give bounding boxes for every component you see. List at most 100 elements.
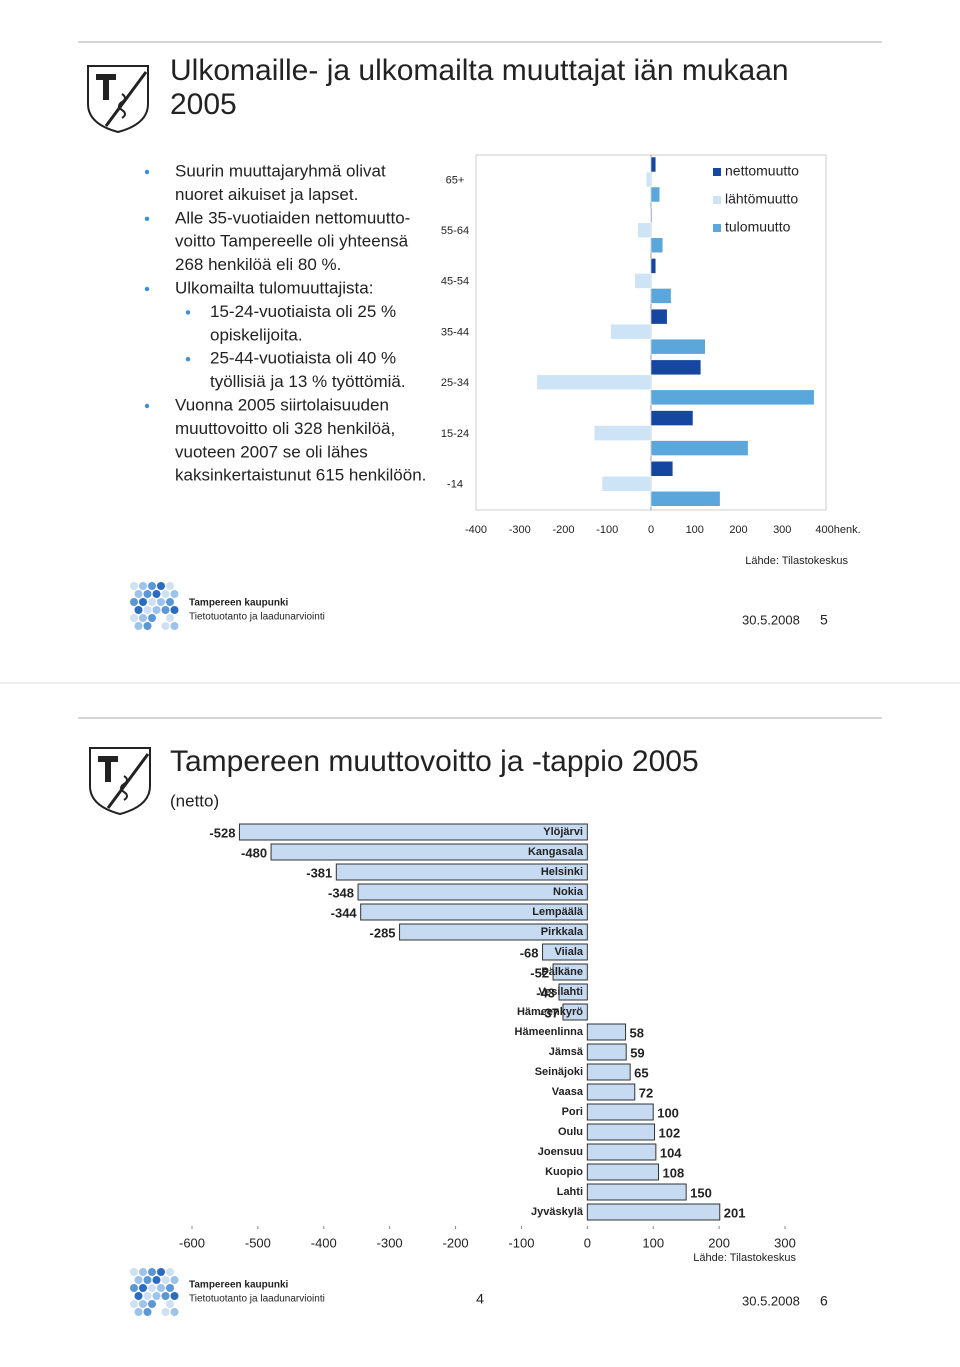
x-tick-label: 200 [729, 524, 747, 536]
bar [586, 1143, 657, 1161]
logo-dot [139, 598, 147, 606]
bullet-text: opiskelijoita. [210, 325, 303, 344]
value-label: 201 [724, 1205, 746, 1220]
bullet-dot [144, 169, 150, 175]
logo-dot [152, 1292, 161, 1300]
source-note: Lähde: Tilastokeskus [745, 555, 848, 567]
logo-dot [134, 606, 143, 614]
category-label: Oulu [558, 1126, 583, 1138]
x-tick-label: 100 [642, 1235, 664, 1250]
category-label: Hämeenlinna [515, 1026, 584, 1038]
bar [586, 1163, 659, 1181]
logo-dot [134, 1308, 143, 1316]
logo-dot [161, 1292, 170, 1300]
bar [650, 338, 706, 355]
bar [593, 425, 652, 441]
bullet-text: kaksinkertaistunut 615 henkilöön. [175, 466, 426, 485]
logo-dot [166, 598, 174, 606]
bullet-text: muuttovoitto oli 328 henkilöä, [175, 419, 395, 438]
logo-dot [143, 1292, 152, 1300]
category-label: Kuopio [545, 1166, 583, 1178]
logo-dot [170, 1276, 179, 1284]
logo-dot [148, 598, 156, 606]
x-tick-label: 0 [584, 1235, 591, 1250]
bullet-text: Vuonna 2005 siirtolaisuuden [175, 395, 389, 414]
logo-dot [166, 614, 174, 622]
logo-dot [157, 582, 165, 590]
bar [634, 273, 652, 289]
x-tick-label: 400henk. [815, 524, 860, 536]
x-tick-label: 0 [648, 524, 654, 536]
logo-dot [143, 1276, 152, 1284]
bar [558, 983, 588, 1001]
value-label: 59 [630, 1045, 644, 1060]
slide-title: Tampereen muuttovoitto ja -tappio 2005 [170, 745, 699, 778]
bar [650, 258, 657, 274]
value-label: -381 [306, 865, 332, 880]
x-tick-label: -300 [509, 524, 531, 536]
value-label: 72 [639, 1085, 653, 1100]
value-label: -68 [520, 945, 539, 960]
value-label: 100 [657, 1105, 679, 1120]
bar [650, 186, 660, 203]
logo-dot [148, 1268, 156, 1276]
category-label: Nokia [553, 886, 584, 898]
x-tick-label: -100 [596, 524, 618, 536]
value-label: -480 [241, 845, 267, 860]
value-label: -285 [370, 925, 396, 940]
logo-dot [130, 598, 138, 606]
legend-swatch [713, 168, 721, 176]
logo-dot [130, 1268, 138, 1276]
logo-dot [152, 590, 161, 598]
logo-dot [130, 614, 138, 622]
bar [650, 410, 694, 426]
bar [650, 156, 657, 173]
logo-dot [161, 590, 170, 598]
y-tick-label: 15-24 [441, 428, 469, 440]
logo-dot [139, 614, 147, 622]
bullet-text: 15-24-vuotiaista oli 25 % [210, 302, 396, 321]
logo-dot [157, 1284, 165, 1292]
bar [552, 963, 588, 981]
bar [650, 359, 702, 376]
footer-org: Tampereen kaupunki [189, 1280, 289, 1291]
city-logo [130, 1268, 179, 1316]
x-tick-label: -400 [311, 1235, 337, 1250]
bar [335, 863, 588, 881]
bullet-text: nuoret aikuiset ja lapset. [175, 185, 358, 204]
logo-dot [161, 1308, 170, 1316]
bullet-dot [144, 403, 150, 409]
category-label: Viiala [554, 946, 583, 958]
logo-dot [139, 1268, 147, 1276]
category-label: Vesilahti [538, 986, 583, 998]
footer-date: 30.5.2008 [742, 612, 800, 627]
footer-date: 30.5.2008 [742, 1293, 800, 1308]
bullet-text: 268 henkilöä eli 80 %. [175, 255, 341, 274]
page-number: 5 [820, 612, 828, 628]
logo-dot [148, 1300, 156, 1308]
logo-dot [134, 622, 143, 630]
value-label: 58 [630, 1025, 644, 1040]
category-label: Ylöjärvi [543, 826, 583, 838]
logo-dot [161, 622, 170, 630]
category-label: Helsinki [541, 866, 583, 878]
logo-dot [152, 606, 161, 614]
logo-dot [143, 590, 152, 598]
logo-dot [170, 622, 179, 630]
logo-dot [148, 1284, 156, 1292]
bar [586, 1043, 627, 1061]
bar [562, 1003, 588, 1021]
value-label: 102 [659, 1125, 681, 1140]
value-label: -344 [331, 905, 358, 920]
category-label: Lempäälä [532, 906, 584, 918]
logo-dot [139, 582, 147, 590]
footer-unit: Tietotuotanto ja laadunarviointi [189, 1294, 325, 1305]
logo-dot [143, 606, 152, 614]
bar [586, 1083, 636, 1101]
category-label: Jämsä [549, 1046, 584, 1058]
x-tick-label: -400 [465, 524, 487, 536]
bullet-text: 25-44-vuotiaista oli 40 % [210, 349, 396, 368]
bullet-text: voitto Tampereelle oli yhteensä [175, 232, 409, 251]
y-tick-label: 55-64 [441, 225, 469, 237]
